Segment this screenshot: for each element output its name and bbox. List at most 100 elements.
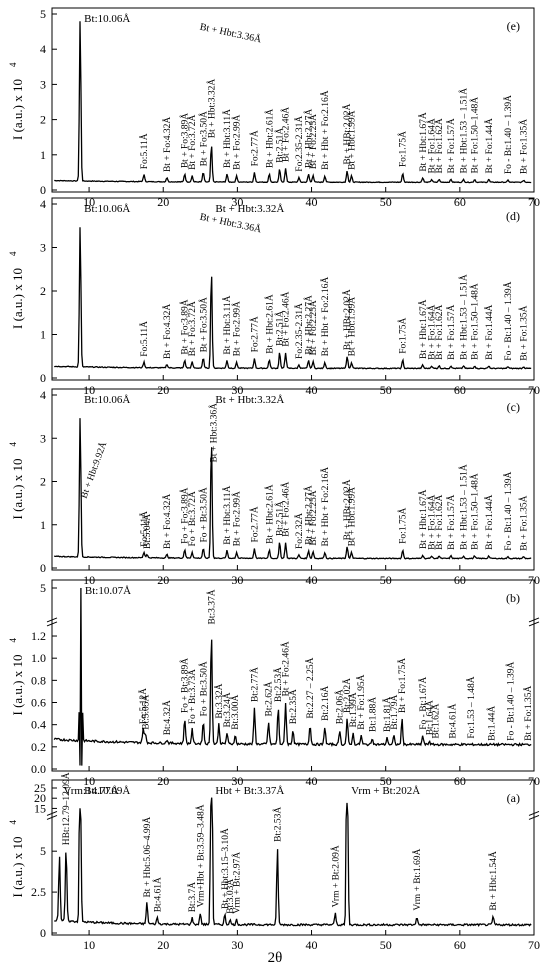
peak-label: Bt + Fo:1.50–1.48Å [469, 97, 481, 174]
peak-label: Bt:3.32Å [213, 683, 225, 718]
peak-label: Bt + Fo:1.64Å [426, 118, 438, 173]
y-tick-label: 2 [40, 113, 46, 127]
peak-label: Vrm:14.77Å [63, 785, 118, 797]
peak-label: Bt:2.51Å [274, 311, 286, 346]
x-tick-label: 40 [306, 195, 318, 209]
x-tick-label: 60 [454, 383, 466, 397]
axis-break-mark [46, 617, 58, 623]
peak-label: Bt + HBt:2.02Å [341, 103, 353, 164]
y-tick-label: 0.0 [31, 762, 46, 776]
peak-label: Bt + Fo:2.46Å [280, 482, 292, 537]
y-axis-label: I (a.u.) x 10 [10, 79, 25, 140]
peak-label: Bt:3.00Å [229, 695, 241, 730]
peak-label: Bt + Hbt:1.67Å [417, 112, 429, 172]
peak-label: Vrm + Bt:1.69Å [411, 848, 423, 910]
peak-label: Bt + Fo:1.35Å [518, 305, 530, 360]
peak-label: Bt + Hbt:3.32Å [215, 394, 284, 406]
xrd-pattern-line [53, 418, 532, 560]
panel-frame [51, 579, 535, 772]
panel-frame [51, 779, 535, 936]
peak-label: Bt + Fo:1.35Å [518, 119, 530, 174]
y-axis-label-exponent: 4 [8, 442, 18, 447]
peak-label: Bt + Hbt:1.99Å [346, 110, 358, 170]
annotation: Bt + Hbt:9.92Å [78, 440, 110, 500]
x-tick-label: 40 [306, 383, 318, 397]
peak-label: Bt:2.02Å [341, 678, 353, 713]
y-tick-label: 0 [40, 926, 46, 940]
peak-label: Bt + Hbt:2.27Å [303, 485, 315, 545]
panel-label: (e) [507, 19, 520, 33]
y-axis-label: I (a.u.) x 10 [10, 268, 25, 329]
peak-label: Bt + Hbt:2.61Å [263, 294, 275, 354]
y-tick-label: 20 [34, 791, 46, 805]
peak-label: Bt:2.35Å [287, 689, 299, 724]
peak-label: Fo:1.75Å [397, 508, 409, 544]
peak-label: Bt + Fo:1.50–1.48Å [469, 473, 481, 550]
peak-label: Fo:2.77Å [248, 316, 260, 352]
peak-label: Fo - Bt:1.40 – 1.39Å [504, 662, 516, 741]
peak-label: Bt + Hbt:2.27Å [303, 109, 315, 169]
peak-label: Bt + Hbt:3.15–3.10Å [219, 828, 231, 909]
peak-label: Fo:2.35-2.31Å [293, 116, 305, 172]
peak-label: Bt + Hbt:2.61Å [263, 109, 275, 169]
x-axis-label: 2θ [268, 950, 283, 966]
peak-label: Bt:10.06Å [84, 13, 130, 25]
y-tick-label: 0 [40, 371, 46, 385]
y-tick-label: 2 [40, 475, 46, 489]
peak-label: Bt + Fo:1.44Å [483, 118, 495, 173]
peak-label: Fo:1.75Å [397, 131, 409, 167]
y-tick-label: 25 [34, 781, 46, 795]
y-tick-label: 1 [40, 328, 46, 342]
peak-label: Bt:3.24Å [221, 692, 233, 727]
peak-label: Bt + Fo:1.62Å [433, 495, 445, 550]
peak-label: Bt + HBt:2.02Å [341, 479, 353, 540]
peak-label: Bt + Fo:1.50–1.48Å [469, 283, 481, 360]
peak-label: Bt + Fo:2.46Å [280, 291, 292, 346]
peak-label: Bt + Hbt:3.11Å [221, 109, 233, 168]
peak-label: Bt + Fo:2.25Å [307, 490, 319, 545]
peak-label: Vrm+Hbt + Bt:3.59–3.48Å [194, 804, 206, 907]
peak-label: Fo:1.53 – 1.48Å [465, 676, 477, 738]
y-tick-label: 1 [40, 518, 46, 532]
y-tick-label: 3 [40, 77, 46, 91]
x-tick-label: 50 [380, 938, 392, 952]
peak-label: Bt + Fo:2.25Å [307, 114, 319, 169]
peak-label: Fo:5.11Å [138, 133, 150, 169]
peak-label: Fo + Bt:3.73Å [186, 669, 198, 724]
peak-label: Bt:3.37Å [205, 589, 217, 624]
x-tick-label: 60 [454, 195, 466, 209]
x-tick-label: 20 [157, 195, 169, 209]
peak-label: Bt + Hbt + Fo:2.16Å [319, 90, 331, 170]
peak-label: Bt + Fo:1.57Å [445, 304, 457, 359]
y-tick-label: 5 [40, 7, 46, 21]
peak-label: Bt + Hbt:3.32Å [215, 203, 284, 215]
peak-label: Fo + Bt:3.72Å [186, 491, 198, 546]
peak-label: Bt + Fo:2.99Å [231, 301, 243, 356]
x-tick-label: 30 [231, 938, 243, 952]
peak-label: Bt + Hbt:3.32Å [205, 79, 217, 139]
peak-label: Bt + Hbt:3.11Å [221, 295, 233, 354]
x-tick-label: 40 [306, 938, 318, 952]
peak-label: Fo + Bt:3.50Å [197, 487, 209, 542]
peak-label: Bt:1.62Å [429, 703, 441, 738]
peak-label: Vrm + Bt:202Å [351, 785, 420, 797]
peak-label: Bt + Fo:4.32Å [161, 494, 173, 549]
peak-label: Bt:5.05Å [139, 695, 151, 730]
peak-label: Bt + Hbt:1.99Å [346, 487, 358, 547]
peak-label: Bt + Hbt:5.06–4.99Å [141, 817, 153, 898]
y-axis-label: I (a.u.) x 10 [10, 654, 25, 715]
x-tick-label: 30 [231, 774, 243, 788]
peak-label: Bt:1.99Å [347, 692, 359, 727]
peak-label: Fo:2.77Å [248, 506, 260, 542]
peak-label: Bt:2.27 – 2.25Å [304, 657, 316, 718]
y-tick-label: 0.6 [31, 696, 46, 710]
panel-label: (d) [506, 209, 520, 223]
peak-label: Bt + Fo:3.50Å [197, 111, 209, 166]
peak-label: Bt:1.44Å [486, 706, 498, 741]
peak-label: Bt + Hbt:1.99Å [346, 297, 358, 357]
peak-label: Bt + Hbt:1.53 – 1.51Å [458, 274, 470, 360]
peak-label: Bt:10.06Å [84, 203, 130, 215]
peak-label: Bt:1.81Å [381, 697, 393, 732]
panel-label: (a) [507, 791, 520, 805]
